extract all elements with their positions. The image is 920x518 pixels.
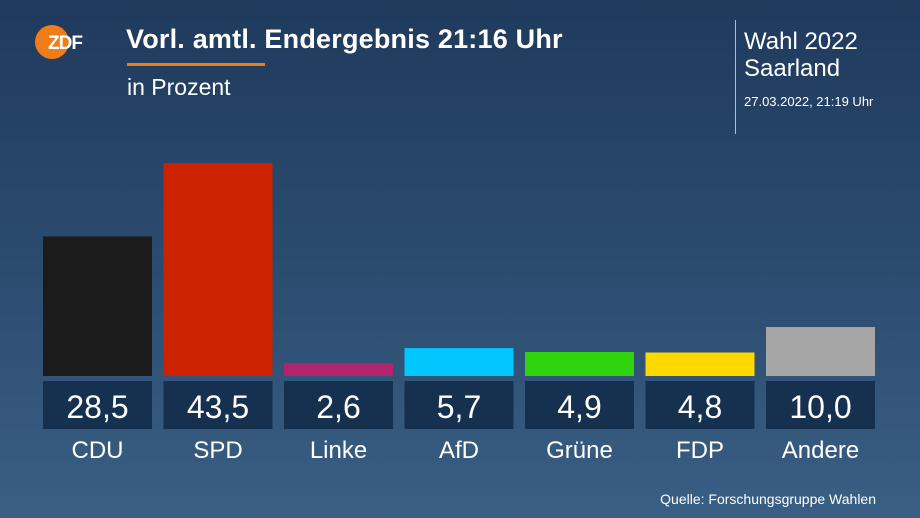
header-divider [735,20,736,134]
timestamp: 27.03.2022, 21:19 Uhr [744,94,874,109]
source-note: Quelle: Forschungsgruppe Wahlen [660,491,876,507]
category-label-fdp: FDP [676,437,724,464]
value-label-fdp: 4,8 [678,389,722,425]
value-box-fdp [645,381,755,429]
value-label-gruene: 4,9 [557,389,601,425]
chart-title: Vorl. amtl. Endergebnis 21:16 Uhr [126,24,563,54]
value-box-gruene [525,381,634,429]
value-box-afd [404,381,514,429]
bar-linke [284,363,393,376]
title-underline [127,63,265,66]
bar-gruene [525,352,634,376]
value-label-afd: 5,7 [437,389,481,425]
value-box-cdu [43,381,152,429]
election-region: Saarland [744,55,841,82]
election-name: Wahl 2022 [744,28,858,55]
value-label-andere: 10,0 [789,389,851,425]
bar-andere [766,327,875,376]
value-box-andere [766,381,875,429]
category-label-linke: Linke [310,437,367,464]
election-info: Wahl 2022 Saarland [744,28,858,82]
category-label-afd: AfD [439,437,479,464]
value-box-linke [284,381,393,429]
bar-afd [404,348,514,376]
svg-text:ZDF: ZDF [48,33,82,54]
value-box-spd [163,381,273,429]
category-label-cdu: CDU [72,437,124,464]
value-label-spd: 43,5 [187,389,249,425]
bar-spd [163,163,273,376]
category-label-andere: Andere [782,437,859,464]
category-label-gruene: Grüne [546,437,613,464]
category-label-spd: SPD [193,437,242,464]
value-label-cdu: 28,5 [66,389,128,425]
bar-fdp [645,352,755,376]
zdf-logo: ZDF [35,25,83,59]
value-label-linke: 2,6 [316,389,360,425]
bar-cdu [43,236,152,376]
chart-subtitle: in Prozent [127,74,231,100]
